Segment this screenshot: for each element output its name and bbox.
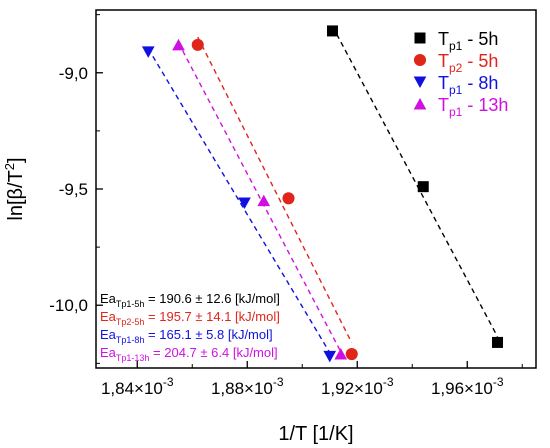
annotation-ea-main-2: Ea bbox=[100, 327, 117, 342]
x-tick-label-mantissa-3: 1,96×10 bbox=[431, 379, 493, 398]
legend-label-main-0: T bbox=[438, 29, 449, 49]
annotation-ea-2: EaTp1-8h = 165.1 ± 5.8 [kJ/mol] bbox=[100, 327, 273, 345]
data-point-series-0-1 bbox=[417, 181, 429, 193]
x-tick-label-exponent-3: -3 bbox=[493, 375, 504, 389]
x-tick-label-1: 1,88×10-3 bbox=[211, 375, 284, 398]
x-axis: 1,84×10-3 1,88×10-3 1,92×10-3 1,96×10-3 bbox=[101, 361, 523, 398]
x-tick-label-mantissa-0: 1,84×10 bbox=[101, 379, 163, 398]
x-tick-label-exponent-1: -3 bbox=[273, 375, 284, 389]
annotation-ea-value-2: = 165.1 ± 5.8 [kJ/mol] bbox=[144, 327, 272, 342]
x-tick-label-0: 1,84×10-3 bbox=[101, 375, 174, 398]
y-axis-label-superscript: 2 bbox=[2, 163, 17, 170]
fit-line-series-1 bbox=[197, 36, 353, 344]
x-axis-label: 1/T [1/K] bbox=[278, 423, 353, 445]
legend-label-2: Tp1 - 8h bbox=[438, 73, 498, 97]
legend-label-main-3: T bbox=[438, 95, 449, 115]
legend-label-1: Tp2 - 5h bbox=[438, 51, 498, 75]
y-axis-label-main: ln[β/T bbox=[5, 170, 27, 220]
annotation-ea-sub-0: Tp1-5h bbox=[116, 299, 145, 309]
fit-line-series-0 bbox=[331, 25, 499, 338]
legend-label-tail-1: - 5h bbox=[462, 51, 498, 71]
data-point-series-0-0 bbox=[327, 25, 338, 37]
data-point-series-0-2 bbox=[492, 336, 503, 348]
y-axis: -9,0 -9,5 -10,0 bbox=[49, 14, 103, 364]
legend-marker-0 bbox=[414, 32, 426, 44]
y-tick-label-1: -9,5 bbox=[59, 180, 88, 199]
legend-marker-3 bbox=[413, 97, 427, 110]
fit-line-series-3 bbox=[177, 42, 342, 353]
legend-label-main-2: T bbox=[438, 73, 449, 93]
data-point-series-3-2 bbox=[334, 348, 348, 360]
legend-label-main-1: T bbox=[438, 51, 449, 71]
annotation-ea-value-3: = 204.7 ± 6.4 [kJ/mol] bbox=[149, 345, 277, 360]
legend-marker-2 bbox=[413, 76, 427, 89]
legend-label-tail-0: - 5h bbox=[462, 29, 498, 49]
annotation-ea-main-1: Ea bbox=[100, 309, 117, 324]
data-markers bbox=[141, 25, 503, 363]
data-point-series-2-1 bbox=[238, 197, 251, 209]
annotation-ea-sub-1: Tp2-5h bbox=[116, 317, 145, 327]
y-axis-label: ln[β/T2] bbox=[2, 157, 27, 220]
x-tick-label-exponent-2: -3 bbox=[383, 375, 394, 389]
x-tick-label-mantissa-2: 1,92×10 bbox=[321, 379, 383, 398]
legend-label-tail-2: - 8h bbox=[462, 73, 498, 93]
y-tick-label-2: -10,0 bbox=[49, 296, 88, 315]
x-tick-label-2: 1,92×10-3 bbox=[321, 375, 394, 398]
annotation-ea-sub-2: Tp1-8h bbox=[116, 335, 145, 345]
legend-label-tail-3: - 13h bbox=[462, 95, 508, 115]
annotation-ea-value-1: = 195.7 ± 14.1 [kJ/mol] bbox=[144, 309, 279, 324]
data-point-series-1-0 bbox=[191, 38, 204, 51]
fit-line-series-2 bbox=[147, 48, 331, 354]
legend-label-sub-3: p1 bbox=[449, 105, 463, 119]
annotation-ea-0: EaTp1-5h = 190.6 ± 12.6 [kJ/mol] bbox=[100, 291, 280, 309]
annotation-ea-3: EaTp1-13h = 204.7 ± 6.4 [kJ/mol] bbox=[100, 345, 278, 363]
legend-label-sub-1: p2 bbox=[449, 61, 463, 75]
x-tick-label-3: 1,96×10-3 bbox=[431, 375, 504, 398]
annotation-ea-1: EaTp2-5h = 195.7 ± 14.1 [kJ/mol] bbox=[100, 309, 280, 327]
legend-label-sub-2: p1 bbox=[449, 83, 463, 97]
legend-label-sub-0: p1 bbox=[449, 39, 463, 53]
data-point-series-2-0 bbox=[141, 46, 155, 58]
fit-lines bbox=[147, 25, 499, 354]
legend-marker-1 bbox=[413, 53, 427, 67]
data-point-series-2-2 bbox=[323, 350, 337, 363]
annotation-ea-main-3: Ea bbox=[100, 345, 117, 360]
y-axis-label-tail: ] bbox=[5, 157, 27, 163]
data-point-series-3-0 bbox=[172, 38, 185, 51]
data-point-series-1-2 bbox=[345, 348, 358, 361]
annotation-ea-main-0: Ea bbox=[100, 291, 117, 306]
annotation-ea-sub-3: Tp1-13h bbox=[116, 353, 150, 363]
annotation-ea-value-0: = 190.6 ± 12.6 [kJ/mol] bbox=[144, 291, 279, 306]
legend-label-3: Tp1 - 13h bbox=[438, 95, 508, 119]
x-tick-label-exponent-0: -3 bbox=[163, 375, 174, 389]
legend-label-0: Tp1 - 5h bbox=[438, 29, 498, 53]
activation-energy-annotations: EaTp1-5h = 190.6 ± 12.6 [kJ/mol]EaTp2-5h… bbox=[100, 291, 280, 363]
data-point-series-1-1 bbox=[282, 192, 295, 205]
y-tick-label-0: -9,0 bbox=[59, 64, 88, 83]
x-tick-label-mantissa-1: 1,88×10 bbox=[211, 379, 273, 398]
data-point-series-3-1 bbox=[257, 194, 271, 207]
